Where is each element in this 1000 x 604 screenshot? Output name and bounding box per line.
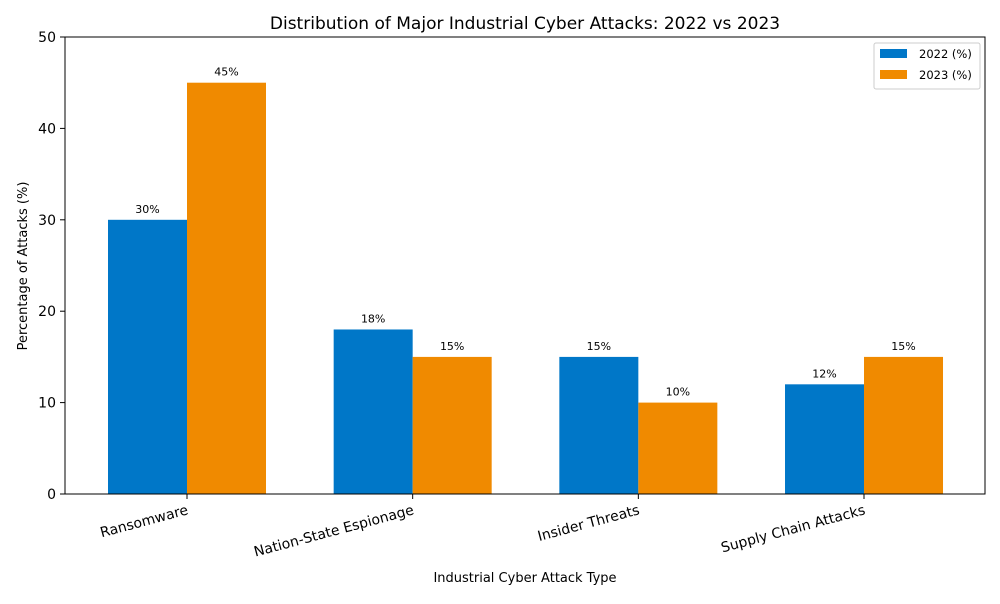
bar-2023-0 — [187, 82, 266, 494]
y-tick-label: 20 — [38, 304, 56, 320]
legend-swatch-2022 — [880, 49, 907, 58]
legend-swatch-2023 — [880, 70, 907, 79]
bar-2022-2 — [559, 356, 639, 494]
bar-2022-0 — [108, 219, 187, 495]
y-axis-label: Percentage of Attacks (%) — [16, 182, 31, 351]
y-tick-label: 30 — [38, 213, 56, 229]
data-label: 12% — [812, 367, 836, 380]
data-label: 30% — [135, 203, 159, 216]
data-label: 15% — [440, 340, 464, 353]
bar-2023-3 — [864, 356, 944, 494]
bar-2023-1 — [412, 356, 492, 494]
bar-2022-1 — [333, 329, 413, 494]
x-axis-label: Industrial Cyber Attack Type — [433, 571, 616, 586]
x-tick-label: Insider Threats — [536, 502, 641, 545]
plot-frame — [64, 36, 986, 495]
y-tick-label: 50 — [38, 30, 56, 46]
x-tick-label: Nation-State Espionage — [252, 502, 415, 560]
bar-2022-3 — [785, 384, 865, 494]
data-label: 18% — [361, 312, 385, 325]
data-label: 15% — [587, 340, 611, 353]
data-label: 15% — [891, 340, 915, 353]
legend-label-2023: 2023 (%) — [919, 68, 972, 82]
chart-title: Distribution of Major Industrial Cyber A… — [270, 14, 780, 34]
x-tick-label: Supply Chain Attacks — [719, 502, 867, 556]
y-tick-label: 10 — [38, 396, 56, 412]
bar-2023-2 — [638, 402, 718, 494]
y-tick-label: 0 — [47, 487, 56, 503]
legend-label-2022: 2022 (%) — [919, 47, 972, 61]
y-tick-label: 40 — [38, 121, 56, 137]
data-label: 10% — [666, 386, 690, 399]
legend: 2022 (%) 2023 (%) — [873, 42, 981, 90]
x-tick-label: Ransomware — [99, 502, 191, 541]
data-label: 45% — [214, 66, 238, 79]
